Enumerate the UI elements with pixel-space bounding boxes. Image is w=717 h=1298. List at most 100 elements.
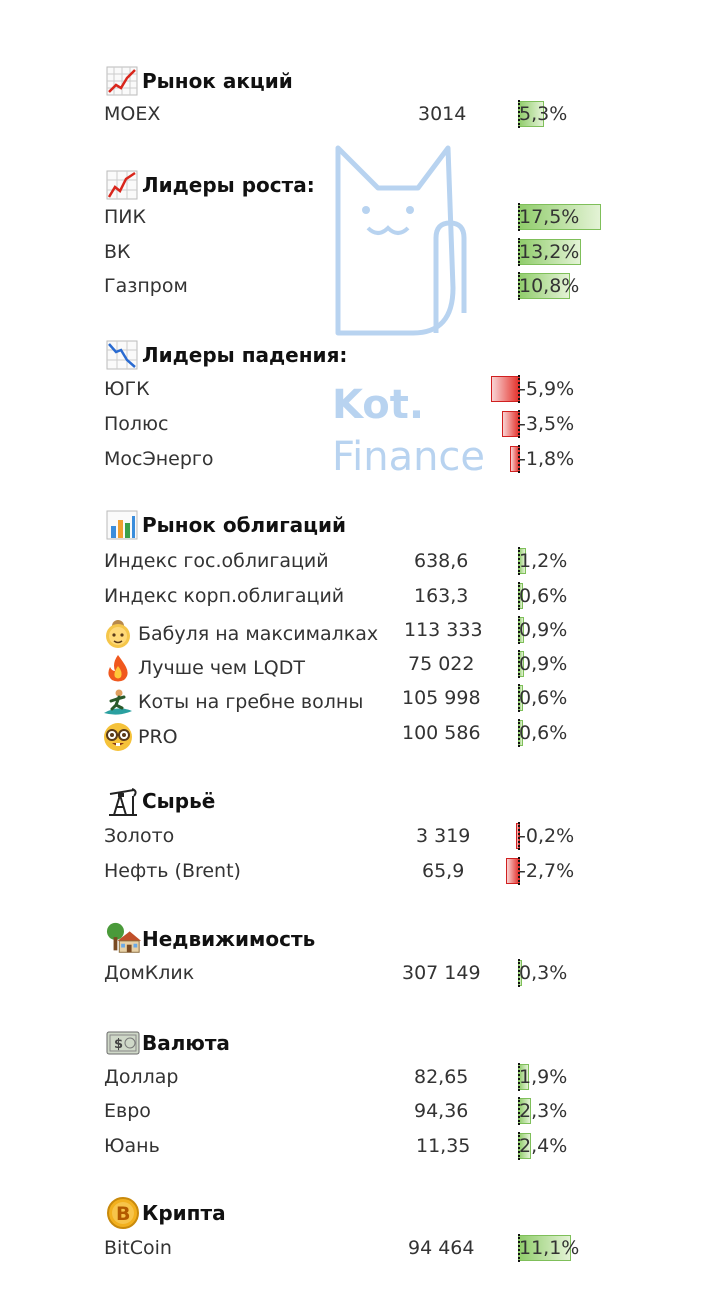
banknote-icon: $ [106,1026,142,1060]
row-percent: 0,3% [519,962,568,984]
row-percent: 10,8% [519,275,580,297]
row-name: Нефть (Brent) [104,860,241,882]
row-percent: 0,6% [519,687,568,709]
zero-axis [518,203,520,231]
row-name: Доллар [104,1066,179,1088]
section-title: Рынок облигаций [142,513,347,537]
zero-axis [518,684,520,712]
row-name: PRO [138,726,178,748]
row-name-wrap: Бабуля на максималках [104,619,378,649]
oil-pump-icon [106,784,142,818]
row-cats-wave: Коты на гребне волны 105 998 0,6% [0,682,717,716]
zero-axis [518,445,520,473]
row-percent: 1,2% [519,550,568,572]
zero-axis [518,1097,520,1125]
section-title: Рынок акций [142,69,293,93]
section-title: Лидеры падения: [142,343,348,367]
zero-axis [518,1132,520,1160]
zero-axis [518,547,520,575]
row-name: Евро [104,1100,151,1122]
section-title: Лидеры роста: [142,173,315,197]
row-name: MOEX [104,103,161,125]
row-name: Бабуля на максималках [138,623,379,645]
row-pro: PRO 100 586 0,6% [0,717,717,751]
row-value: 307 149 [402,962,481,984]
section-title: Сырьё [142,789,216,813]
section-title: Недвижимость [142,927,316,951]
zero-axis [518,100,520,128]
row-name: ЮГК [104,378,150,400]
change-bar [518,101,545,127]
zero-axis [518,1063,520,1091]
row-name-wrap: Лучше чем LQDT [104,653,305,683]
row-percent: -3,5% [519,413,575,435]
zero-axis [518,857,520,885]
row-percent: 17,5% [519,206,580,228]
row-name: BitCoin [104,1237,172,1259]
row-name: Лучше чем LQDT [138,657,305,679]
row-domclick: ДомКлик 307 149 0,3% [0,957,717,991]
row-value: 105 998 [402,687,481,709]
row-name: Полюс [104,413,169,435]
change-bar [518,1235,572,1261]
row-value: 82,65 [414,1066,469,1088]
zero-axis [518,272,520,300]
row-value: 3014 [418,103,467,125]
section-losers: Лидеры падения: [106,338,347,372]
row-name: Индекс корп.облигаций [104,585,345,607]
row-value: 113 333 [404,619,483,641]
section-currency: $ Валюта [106,1026,230,1060]
change-bar [490,376,520,402]
row-value: 3 319 [416,825,471,847]
section-title: Крипта [142,1201,226,1225]
svg-text:B: B [116,1203,130,1225]
section-stocks: Рынок акций [106,64,293,98]
row-cny: Юань 11,35 2,4% [0,1130,717,1164]
row-name: Газпром [104,275,188,297]
bar-chart-icon [106,508,142,542]
row-eur: Евро 94,36 2,3% [0,1095,717,1129]
row-percent: 0,6% [519,722,568,744]
row-name: ПИК [104,206,146,228]
zero-axis [518,410,520,438]
change-bar [518,204,601,230]
grandma-icon [102,619,138,649]
row-percent: -0,2% [519,825,575,847]
row-name: Юань [104,1135,160,1157]
row-value: 75 022 [408,653,475,675]
row-percent: 2,4% [519,1135,568,1157]
zero-axis [518,1234,520,1262]
section-bonds: Рынок облигаций [106,508,346,542]
row-usd: Доллар 82,65 1,9% [0,1061,717,1095]
row-percent: -2,7% [519,860,575,882]
row-ugk: ЮГК -5,9% [0,373,717,407]
change-bar [518,273,570,299]
row-percent: 5,3% [519,103,568,125]
row-polyus: Полюс -3,5% [0,408,717,442]
zero-axis [518,238,520,266]
row-name: ВК [104,241,131,263]
row-lqdt: Лучше чем LQDT 75 022 0,9% [0,648,717,682]
chart-up-icon [106,64,142,98]
row-pik: ПИК 17,5% [0,201,717,235]
row-percent: 2,3% [519,1100,568,1122]
row-name-wrap: PRO [104,722,178,752]
row-gov-bonds: Индекс гос.облигаций 638,6 1,2% [0,545,717,579]
row-brent: Нефть (Brent) 65,9 -2,7% [0,855,717,889]
zero-axis [518,719,520,747]
zero-axis [518,650,520,678]
fire-icon [102,653,138,683]
row-vk: ВК 13,2% [0,236,717,270]
row-percent: -5,9% [519,378,575,400]
row-percent: 1,9% [519,1066,568,1088]
surfer-icon [102,687,138,717]
row-gazprom: Газпром 10,8% [0,270,717,304]
row-corp-bonds: Индекс корп.облигаций 163,3 0,6% [0,580,717,614]
section-realestate: Недвижимость [106,922,315,956]
row-value: 65,9 [422,860,465,882]
row-value: 94,36 [414,1100,469,1122]
row-name: Коты на гребне волны [138,691,364,713]
row-percent: 0,9% [519,619,568,641]
trend-up-icon [106,168,142,202]
change-bar [518,239,581,265]
